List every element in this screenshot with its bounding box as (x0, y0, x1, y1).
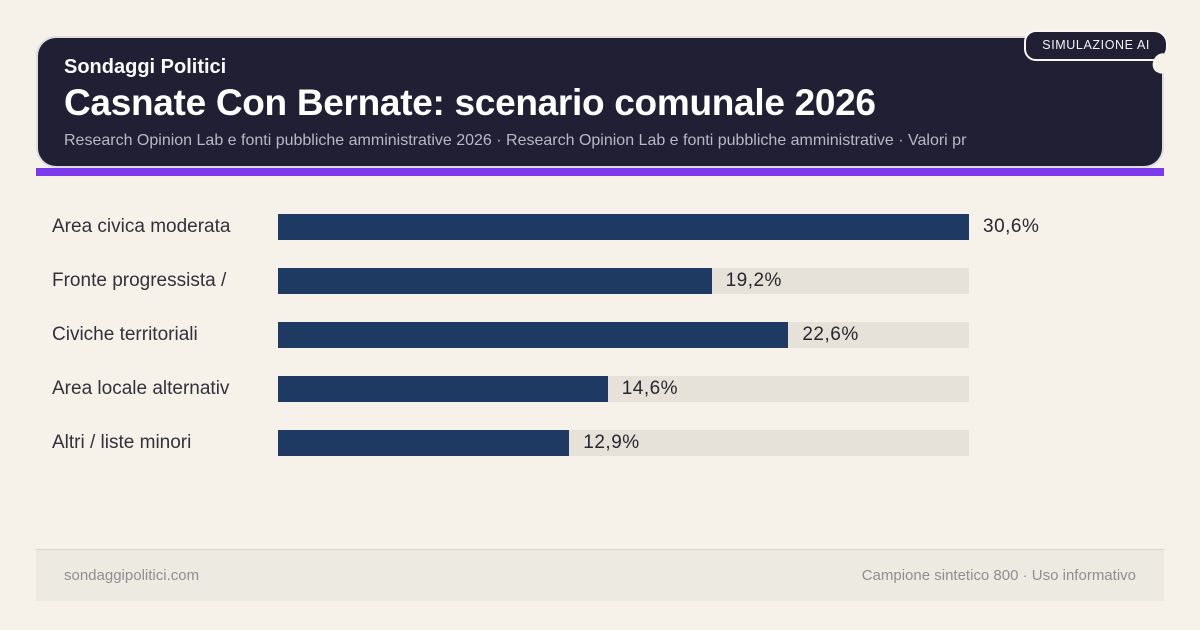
bar-row: Area locale alternativ 14,6% (52, 376, 1162, 402)
bar-value: 22,6% (802, 324, 859, 345)
bar-row: Civiche territoriali 22,6% (52, 322, 1162, 348)
simulation-badge: SIMULAZIONE AI (1024, 30, 1168, 61)
bar-row: Fronte progressista / 19,2% (52, 268, 1162, 294)
bar-label: Civiche territoriali (52, 324, 198, 345)
bar-fill (278, 268, 712, 294)
bar-value: 30,6% (983, 216, 1040, 237)
bar-fill (278, 430, 570, 456)
simulation-badge-label: SIMULAZIONE AI (1042, 38, 1150, 52)
footer-sample-note: Campione sintetico 800 · Uso informativo (861, 567, 1136, 584)
bar-track: 22,6% (278, 322, 969, 348)
bar-value: 19,2% (725, 270, 782, 291)
footer: sondaggipolitici.com Campione sintetico … (36, 549, 1164, 601)
bar-row: Area civica moderata 30,6% (52, 214, 1162, 240)
bar-label: Fronte progressista / (52, 270, 227, 291)
bar-track: 14,6% (278, 376, 969, 402)
bar-track: 12,9% (278, 430, 969, 456)
bar-row: Altri / liste minori 12,9% (52, 430, 1162, 456)
bar-label: Area civica moderata (52, 216, 231, 237)
bar-fill (278, 214, 969, 240)
brand-kicker: Sondaggi Politici (64, 56, 227, 78)
bar-fill (278, 376, 608, 402)
accent-bar (36, 168, 1164, 176)
bar-value: 14,6% (621, 378, 679, 399)
chart-subtitle: Research Opinion Lab e fonti pubbliche a… (64, 131, 967, 149)
bar-fill (278, 322, 789, 348)
header-card: Sondaggi Politici Casnate Con Bernate: s… (36, 36, 1164, 168)
bar-label: Altri / liste minori (52, 432, 192, 453)
page-title: Casnate Con Bernate: scenario comunale 2… (64, 82, 876, 123)
bar-value: 12,9% (583, 432, 640, 453)
bar-track: 19,2% (278, 268, 969, 294)
bar-label: Area locale alternativ (52, 378, 230, 399)
footer-site-url: sondaggipolitici.com (64, 567, 200, 584)
bar-track: 30,6% (278, 214, 1039, 240)
bar-chart: Area civica moderata 30,6% Fronte progress… (52, 214, 1162, 484)
